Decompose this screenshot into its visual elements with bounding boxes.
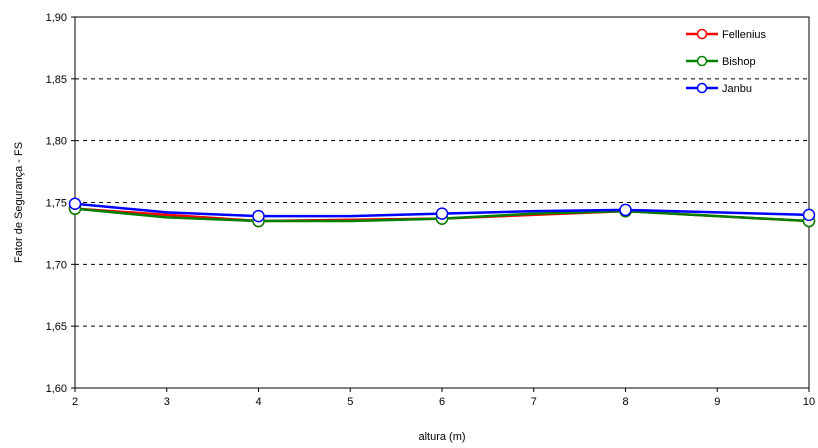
x-tick-label: 8 (622, 396, 628, 408)
data-point (802, 208, 816, 222)
y-axis: 1,60 1,65 1,70 1,75 1,80 1,85 1,90 (46, 12, 75, 395)
x-axis: 2 3 4 5 6 7 8 9 10 (72, 388, 815, 408)
y-tick-label: 1,65 (46, 321, 67, 333)
x-tick-label: 3 (164, 396, 170, 408)
y-tick-label: 1,90 (46, 12, 67, 24)
x-tick-label: 10 (803, 396, 815, 408)
plot-area-frame (74, 16, 810, 389)
legend-swatch-marker (696, 28, 708, 40)
legend-item: Bishop (686, 55, 756, 68)
y-tick-label: 1,70 (46, 259, 67, 271)
legend-label: Fellenius (722, 29, 767, 41)
x-axis-title: altura (m) (418, 431, 465, 443)
x-tick-label: 2 (72, 396, 78, 408)
legend-item: Fellenius (686, 28, 767, 41)
legend: Fellenius Bishop Janbu (686, 28, 767, 95)
x-tick-label: 7 (531, 396, 537, 408)
data-point (435, 207, 449, 220)
legend-item: Janbu (686, 82, 752, 95)
x-tick-label: 6 (439, 396, 445, 408)
data-point (619, 203, 632, 217)
y-tick-label: 1,75 (46, 198, 67, 210)
legend-label: Janbu (722, 83, 752, 95)
series-janbu (68, 197, 816, 223)
y-tick-label: 1,80 (46, 136, 67, 148)
series-layer (68, 197, 816, 228)
x-tick-label: 9 (714, 396, 720, 408)
x-tick-label: 5 (347, 396, 353, 408)
data-point (68, 197, 82, 210)
grid-lines (75, 78, 809, 327)
legend-label: Bishop (722, 56, 756, 68)
y-axis-title: Fator de Segurança - FS (13, 142, 25, 263)
y-tick-label: 1,85 (46, 74, 67, 86)
y-tick-label: 1,60 (46, 383, 67, 395)
data-point (252, 209, 265, 223)
legend-swatch-marker (696, 82, 708, 94)
legend-swatch-marker (696, 55, 708, 67)
x-tick-label: 4 (255, 396, 261, 408)
